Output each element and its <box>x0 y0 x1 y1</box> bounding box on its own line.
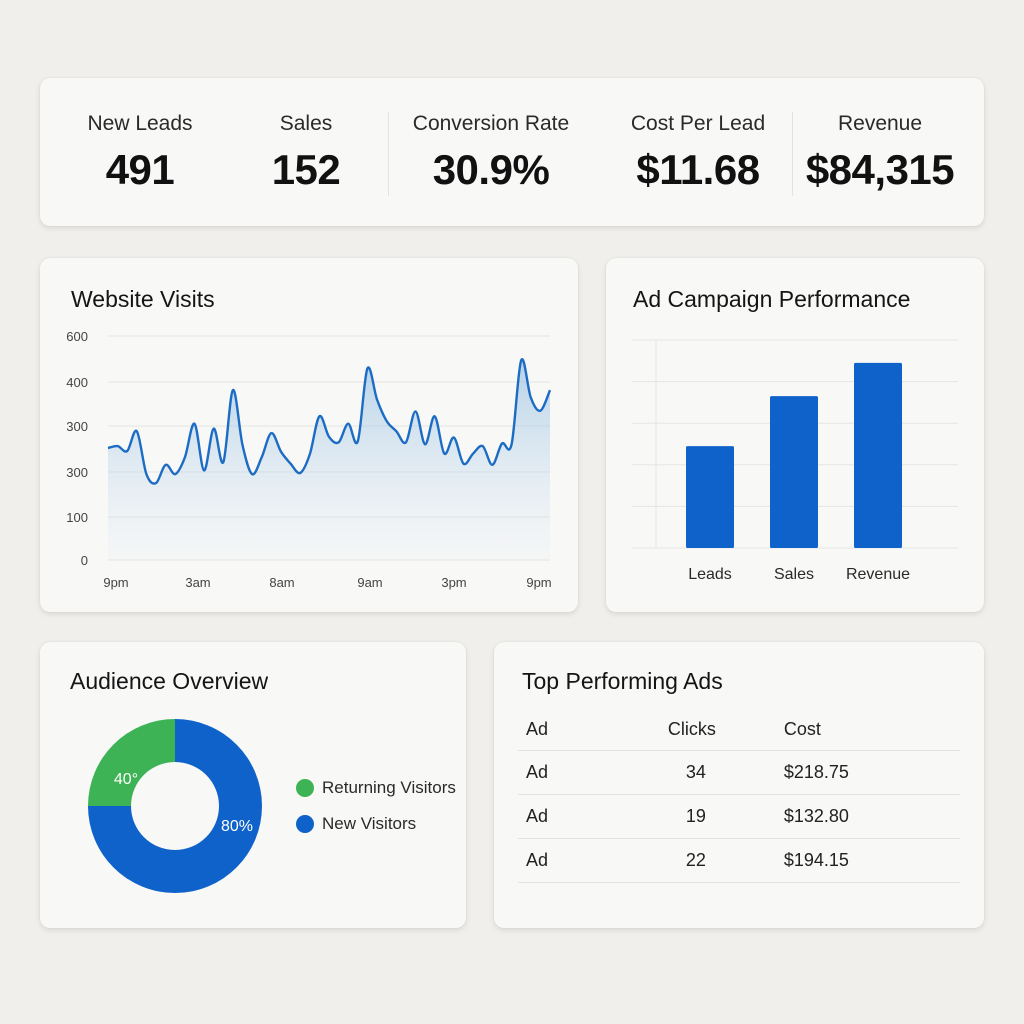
website-visits-chart: 0 100 300 300 400 600 9pm 3am 8am 9am 3pm 9pm <box>66 329 552 590</box>
data-label: 80% <box>221 818 253 835</box>
table-row[interactable]: Ad 34 $218.75 <box>518 750 960 795</box>
cell-ad: Ad <box>518 794 590 839</box>
bar-revenue <box>854 362 902 548</box>
x-tick-label: Revenue <box>846 566 910 583</box>
kpi-value: $84,315 <box>805 146 955 193</box>
audience-donut-chart: 40° 80% <box>88 719 262 893</box>
table-row[interactable]: Ad 19 $132.80 <box>518 794 960 839</box>
y-tick-label: 400 <box>66 375 88 390</box>
x-tick-label: 9pm <box>526 575 551 590</box>
kpi-value: $11.68 <box>636 146 760 193</box>
kpi-label: Cost Per Lead <box>630 112 766 135</box>
kpi-new-leads: New Leads 491 <box>74 78 206 226</box>
x-tick-label: Leads <box>688 566 732 583</box>
column-header-clicks: Clicks <box>589 708 740 751</box>
kpi-revenue: Revenue $84,315 <box>802 78 958 226</box>
cell-clicks: 22 <box>589 838 740 883</box>
cell-cost: $218.75 <box>739 750 960 795</box>
card-title: Website Visits <box>71 286 215 312</box>
cell-clicks: 34 <box>589 750 740 795</box>
x-tick-label: 3pm <box>441 575 466 590</box>
cell-ad: Ad <box>518 750 590 795</box>
top-ads-table: Ad Clicks Cost Ad 34 $218.75 Ad 19 $132.… <box>518 708 960 883</box>
card-title: Ad Campaign Performance <box>633 286 911 312</box>
x-tick-label: 8am <box>269 575 294 590</box>
y-tick-label: 300 <box>66 419 88 434</box>
table-header-row: Ad Clicks Cost <box>518 708 960 751</box>
table-row[interactable]: Ad 22 $194.15 <box>518 838 960 883</box>
ad-campaign-chart: Leads Sales Revenue <box>632 339 958 583</box>
audience-overview-card: Audience Overview 40° 80% Returning Visit… <box>40 642 466 928</box>
legend-label: New Visitors <box>322 814 417 833</box>
bar-leads <box>686 446 734 548</box>
column-header-cost: Cost <box>739 708 960 751</box>
kpi-divider <box>792 112 793 196</box>
x-tick-label: 9pm <box>103 575 128 590</box>
kpi-label: New Leads <box>87 112 193 135</box>
kpi-label: Revenue <box>837 112 923 135</box>
ad-campaign-card: Ad Campaign Performance Leads Sales Revenu… <box>606 258 984 612</box>
kpi-cost-per-lead: Cost Per Lead $11.68 <box>608 78 788 226</box>
kpi-divider <box>388 112 389 196</box>
y-tick-label: 300 <box>66 465 88 480</box>
kpi-conversion-rate: Conversion Rate 30.9% <box>396 78 586 226</box>
legend-swatch <box>296 779 314 797</box>
area-fill <box>108 359 550 560</box>
legend-swatch <box>296 815 314 833</box>
cell-cost: $194.15 <box>739 838 960 883</box>
donut-slice-new <box>88 719 262 893</box>
top-ads-card: Top Performing Ads Ad Clicks Cost Ad 34 … <box>494 642 984 928</box>
website-visits-card: Website Visits 0 100 300 300 400 600 9pm 3am 8am… <box>40 258 578 612</box>
cell-ad: Ad <box>518 838 590 883</box>
kpi-label: Sales <box>279 112 333 135</box>
kpi-value: 152 <box>271 146 341 193</box>
donut-slice-returning <box>88 719 175 806</box>
kpi-value: 30.9% <box>432 146 550 193</box>
y-tick-label: 600 <box>66 329 88 344</box>
kpi-label: Conversion Rate <box>412 112 570 135</box>
y-tick-label: 100 <box>66 510 88 525</box>
bar-sales <box>770 396 818 548</box>
cell-cost: $132.80 <box>739 794 960 839</box>
kpi-sales: Sales 152 <box>240 78 372 226</box>
card-title: Audience Overview <box>70 668 269 694</box>
y-tick-label: 0 <box>81 553 88 568</box>
x-tick-label: 3am <box>185 575 210 590</box>
legend-label: Returning Visitors <box>322 778 456 797</box>
kpi-summary-card: New Leads 491 Sales 152 Conversion Rate … <box>40 78 984 226</box>
series-line <box>107 358 552 485</box>
x-tick-label: Sales <box>774 566 814 583</box>
x-tick-label: 9am <box>357 575 382 590</box>
column-header-ad: Ad <box>518 708 590 751</box>
data-label: 40° <box>114 771 138 788</box>
cell-clicks: 19 <box>589 794 740 839</box>
card-title: Top Performing Ads <box>522 668 723 694</box>
kpi-value: 491 <box>105 146 175 193</box>
